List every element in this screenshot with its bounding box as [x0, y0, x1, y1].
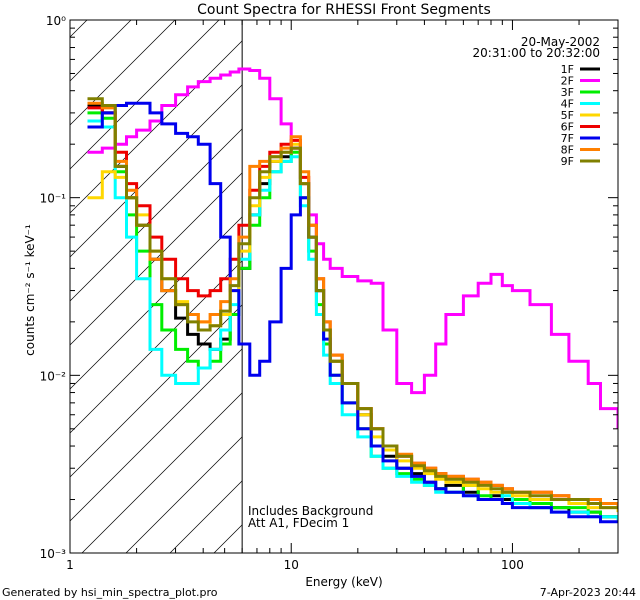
legend-label-8f: 8F — [561, 144, 574, 157]
y-tick-label: 10⁻² — [40, 369, 67, 383]
legend-label-1f: 1F — [561, 63, 574, 76]
legend-label-9f: 9F — [561, 155, 574, 168]
y-tick-label: 10⁰ — [46, 14, 66, 28]
legend-label-4f: 4F — [561, 98, 574, 111]
x-tick-label: 1 — [66, 558, 74, 572]
annotation-background: Includes Background — [248, 504, 373, 518]
hatched-region — [70, 20, 618, 553]
hatch-line — [70, 20, 308, 258]
hatch-mask — [242, 20, 618, 553]
hatch-line — [70, 20, 132, 82]
y-axis-label: counts cm⁻² s⁻¹ keV⁻¹ — [23, 224, 37, 356]
annotation-attenuator: Att A1, FDecim 1 — [248, 516, 349, 530]
legend-label-5f: 5F — [561, 109, 574, 122]
y-tick-label: 10⁻¹ — [40, 192, 67, 206]
date-label: 20-May-2002 — [521, 35, 600, 49]
hatch-line — [70, 20, 220, 170]
legend-label-2f: 2F — [561, 75, 574, 88]
hatch-line — [70, 20, 176, 126]
time-range-label: 20:31:00 to 20:32:00 — [473, 46, 600, 60]
plot-frame — [69, 19, 619, 554]
chart-title: Count Spectra for RHESSI Front Segments — [197, 2, 491, 18]
y-tick-label: 10⁻³ — [40, 547, 67, 561]
legend-label-7f: 7F — [561, 132, 574, 145]
series-line-9f — [87, 97, 618, 510]
legend-label-3f: 3F — [561, 86, 574, 99]
series-lines — [87, 67, 618, 524]
hatch-line — [70, 20, 264, 214]
series-line-2f — [87, 67, 618, 429]
x-tick-label: 100 — [501, 558, 524, 572]
footer-date: 7-Apr-2023 20:44 — [540, 586, 636, 599]
footer-generated: Generated by hsi_min_spectra_plot.pro — [2, 586, 218, 599]
legend-label-6f: 6F — [561, 121, 574, 134]
x-axis-label: Energy (keV) — [305, 575, 382, 589]
x-tick-label: 10 — [284, 558, 299, 572]
